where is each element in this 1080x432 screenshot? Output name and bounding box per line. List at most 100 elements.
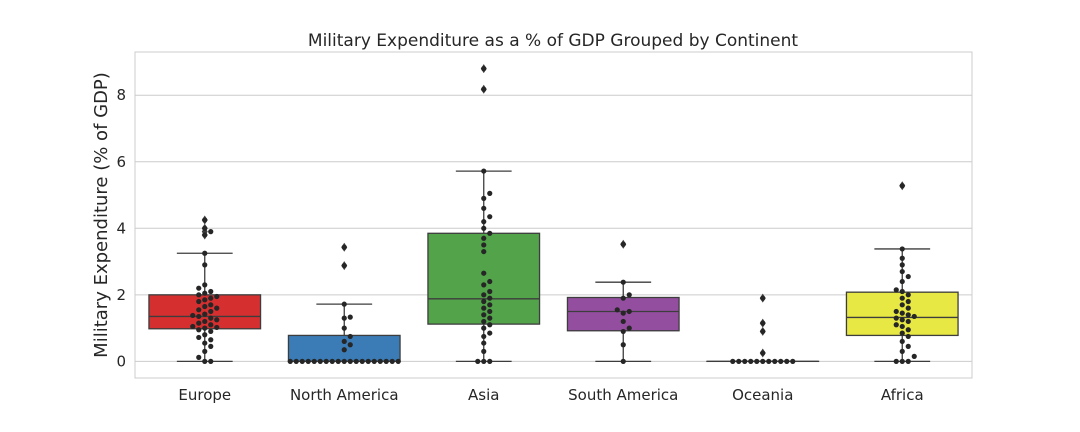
data-point [202, 348, 208, 354]
x-tick-label: North America [290, 386, 399, 404]
data-point [905, 292, 911, 298]
x-tick-label: Africa [881, 386, 924, 404]
data-point [341, 325, 347, 331]
gridlines [135, 94, 972, 362]
data-point [905, 273, 911, 280]
data-point [365, 358, 371, 364]
data-point [905, 358, 911, 364]
data-point [893, 308, 899, 315]
data-point [293, 358, 299, 364]
data-point [620, 342, 626, 348]
data-point [487, 295, 493, 301]
data-point [899, 330, 905, 336]
data-point [481, 333, 487, 340]
data-point [202, 358, 208, 364]
data-point [614, 307, 620, 313]
data-point [487, 190, 493, 196]
data-point [905, 298, 911, 305]
data-point [620, 328, 626, 335]
data-point [202, 290, 208, 296]
data-point [208, 295, 214, 301]
data-point [347, 333, 353, 340]
data-point [626, 308, 632, 315]
data-point [341, 262, 347, 269]
data-point [202, 217, 208, 223]
data-point [208, 328, 214, 335]
data-point [214, 293, 220, 300]
data-point [481, 312, 487, 318]
chart-title: Military Expenditure as a % of GDP Group… [308, 31, 799, 51]
data-point [730, 358, 736, 364]
data-point [899, 295, 905, 301]
data-point [905, 312, 911, 318]
y-tick-label: 6 [116, 153, 126, 171]
data-point [208, 358, 214, 364]
data-point [481, 305, 487, 311]
data-point [778, 358, 784, 364]
data-point [760, 358, 766, 364]
data-point [395, 358, 401, 364]
data-point [481, 298, 487, 305]
data-point [899, 246, 905, 252]
data-point [305, 358, 311, 364]
data-point [911, 313, 917, 320]
data-point [214, 305, 220, 311]
data-point [899, 358, 905, 364]
data-point [196, 298, 202, 305]
data-point [481, 205, 487, 211]
data-point [620, 295, 626, 301]
data-point [481, 225, 487, 231]
data-point [323, 358, 329, 364]
y-tick-labels: 0 2 4 6 8 [116, 86, 126, 370]
data-point [899, 310, 905, 316]
data-point [317, 358, 323, 364]
data-point [202, 311, 208, 317]
data-point [481, 195, 487, 201]
data-point [620, 279, 626, 285]
data-point [899, 262, 905, 268]
data-point [196, 320, 202, 326]
data-point [620, 241, 626, 247]
data-point [196, 327, 202, 333]
data-point [299, 358, 305, 364]
data-point [893, 315, 899, 321]
data-point [481, 318, 487, 325]
data-point [353, 358, 359, 364]
data-point [475, 358, 481, 364]
data-point [371, 358, 377, 364]
data-point [487, 308, 493, 315]
data-point [626, 325, 632, 331]
data-point [742, 358, 748, 364]
data-point [481, 248, 487, 255]
data-point [202, 340, 208, 346]
data-point [341, 244, 347, 250]
data-point [760, 328, 766, 335]
data-point [481, 86, 487, 92]
data-point [905, 318, 911, 325]
data-point [329, 358, 335, 364]
data-point [202, 303, 208, 310]
data-point [790, 358, 796, 364]
data-point [620, 310, 626, 316]
data-point [196, 292, 202, 298]
data-point [899, 268, 905, 275]
data-point [202, 225, 208, 231]
data-point [905, 343, 911, 349]
data-point [905, 305, 911, 311]
data-point [481, 168, 487, 174]
y-tick-label: 4 [116, 219, 126, 237]
data-point [202, 262, 208, 268]
data-point [893, 358, 899, 364]
data-point [899, 348, 905, 354]
data-point [899, 323, 905, 330]
data-point [359, 358, 365, 364]
data-point [487, 278, 493, 285]
x-tick-label: Oceania [732, 386, 793, 404]
data-point [202, 297, 208, 303]
data-point [389, 358, 395, 364]
data-point [736, 358, 742, 364]
data-point [196, 285, 202, 291]
data-point [196, 334, 202, 341]
data-point [620, 318, 626, 325]
data-point [899, 317, 905, 323]
